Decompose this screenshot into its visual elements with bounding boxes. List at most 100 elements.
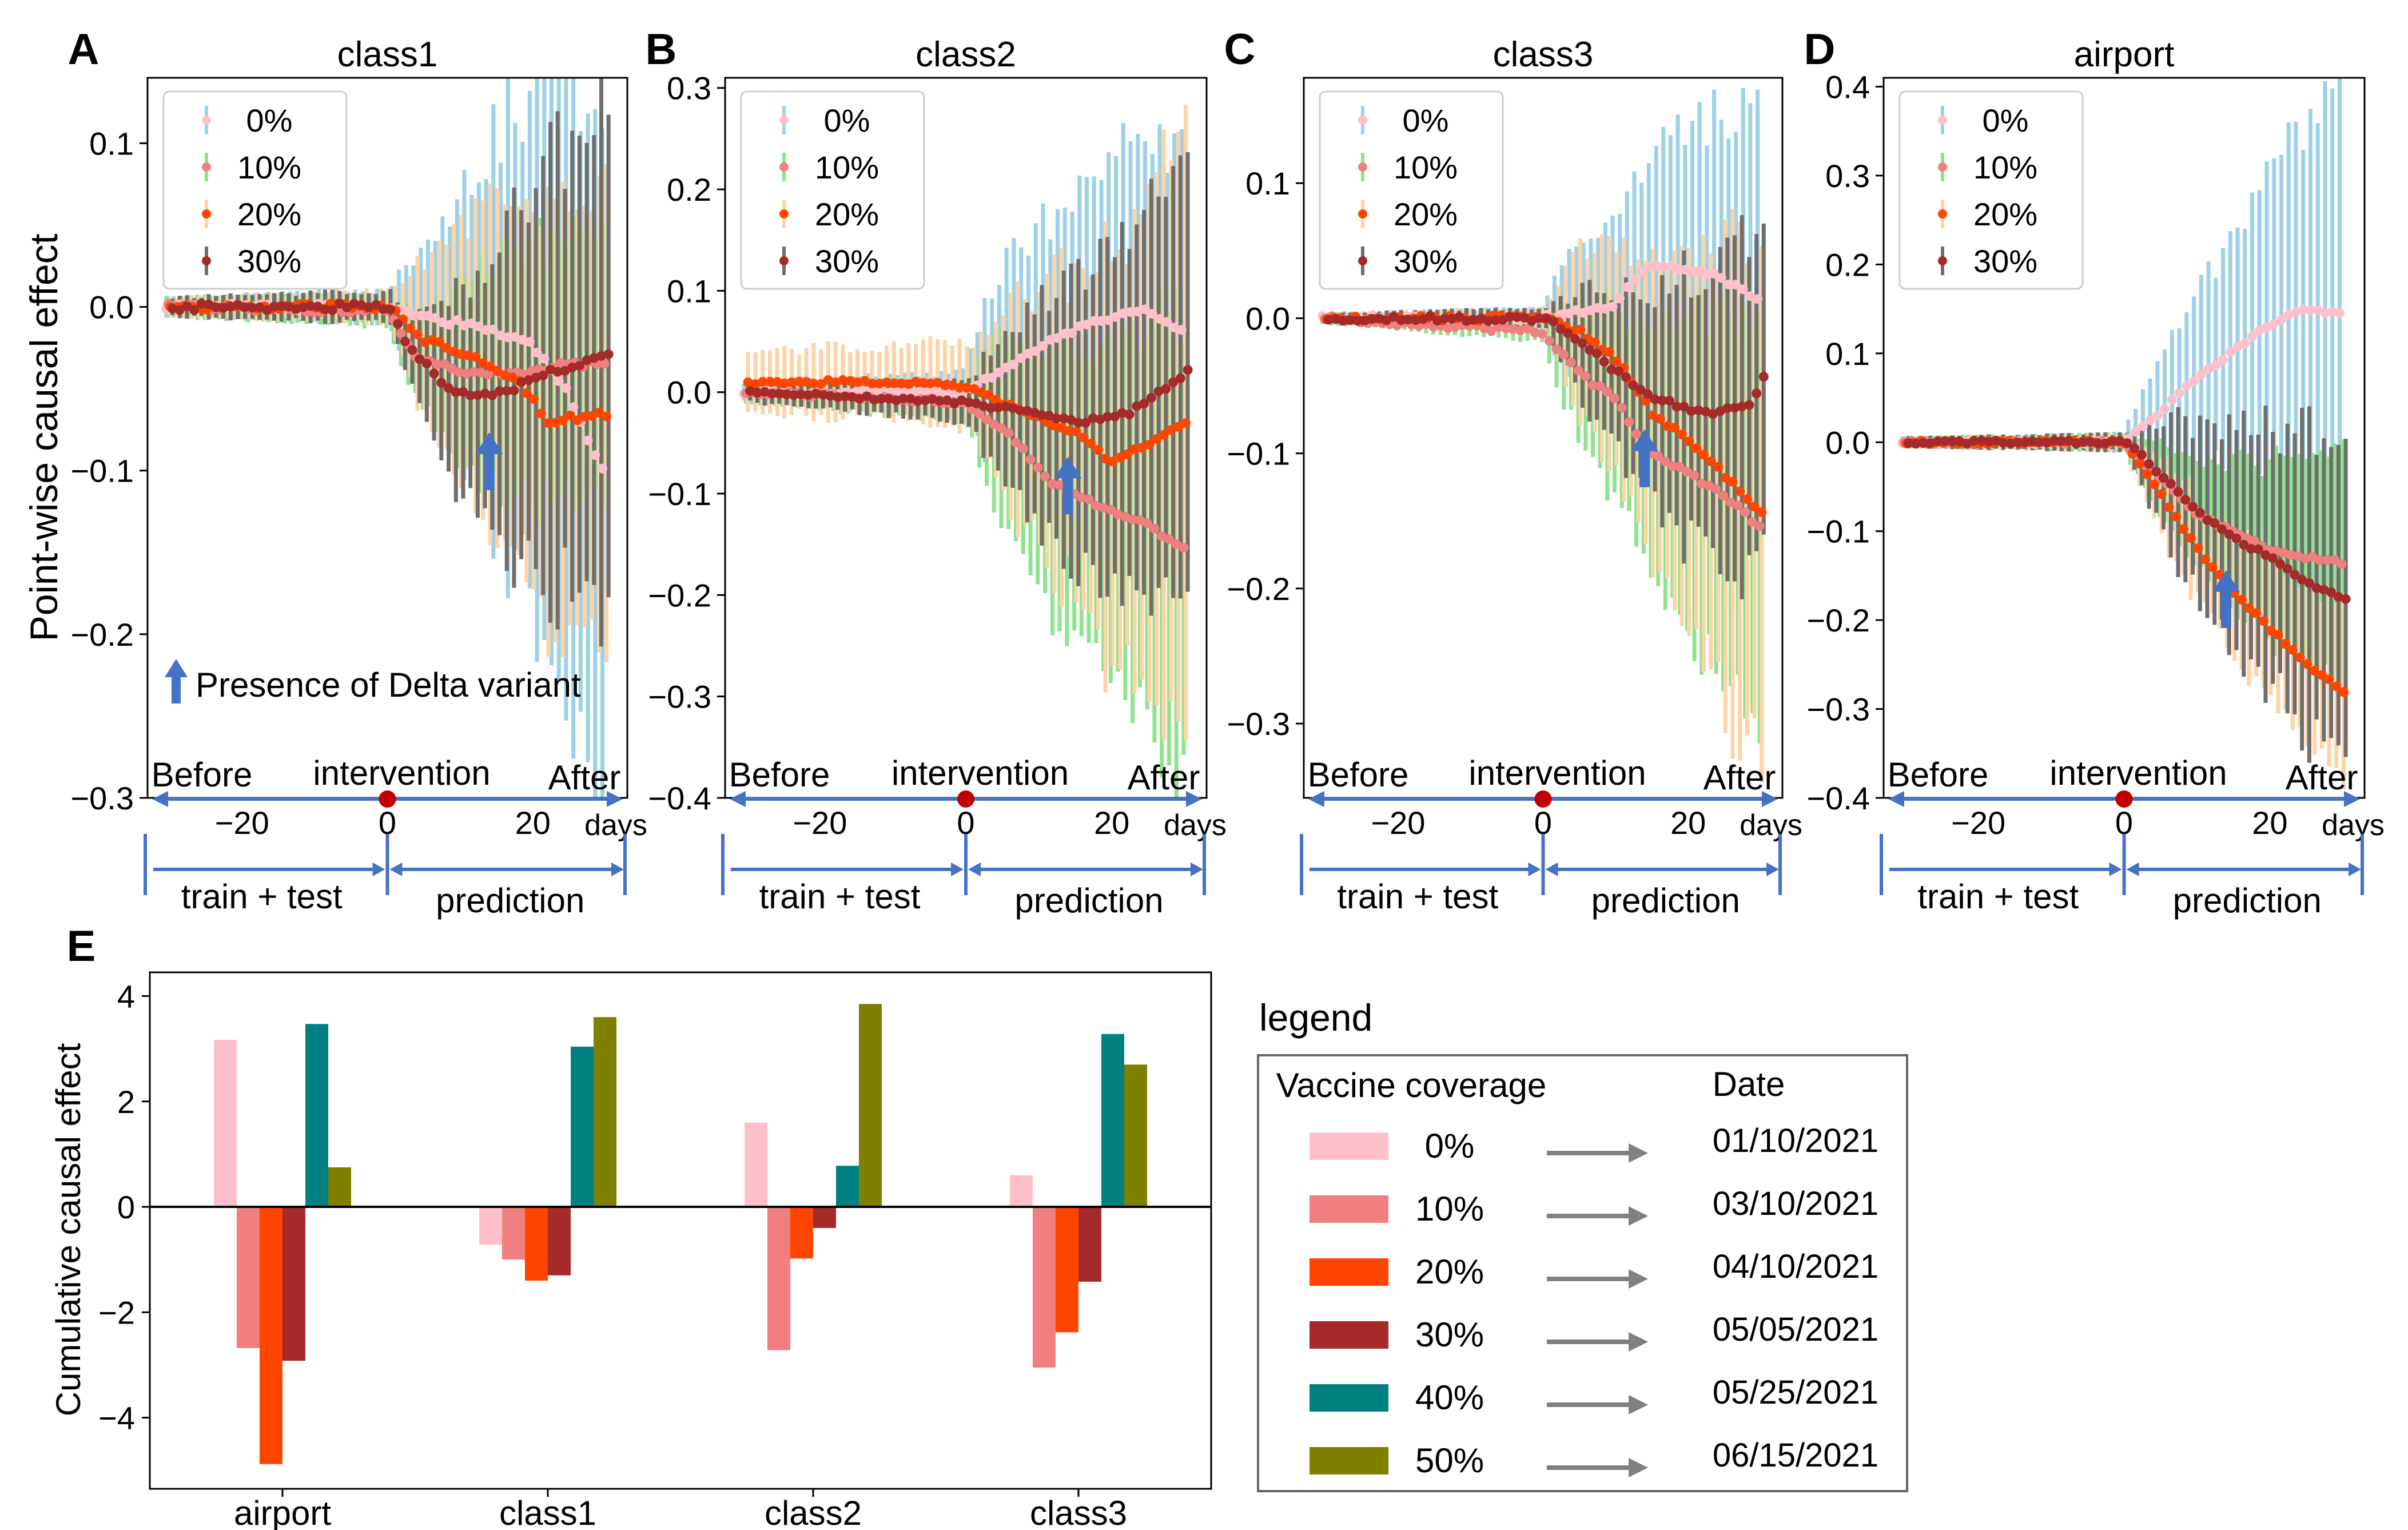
data-point bbox=[991, 395, 1001, 405]
data-point bbox=[2302, 659, 2313, 669]
data-point bbox=[1008, 403, 1018, 413]
data-point bbox=[1418, 314, 1428, 324]
data-point bbox=[1670, 423, 1680, 433]
data-point bbox=[1655, 414, 1665, 424]
data-point bbox=[1403, 315, 1414, 325]
data-point bbox=[1537, 329, 1547, 339]
data-point bbox=[962, 383, 972, 393]
legend-point-swatch bbox=[1938, 162, 1947, 172]
data-point bbox=[305, 301, 316, 311]
bar-class3-10pct bbox=[1033, 1207, 1056, 1368]
data-point bbox=[1071, 427, 1081, 437]
data-point bbox=[2107, 436, 2118, 446]
data-point bbox=[758, 377, 768, 387]
data-point bbox=[1500, 323, 1511, 333]
data-point bbox=[2269, 319, 2279, 329]
data-point bbox=[488, 324, 499, 335]
data-point bbox=[1140, 304, 1151, 315]
data-point bbox=[752, 388, 762, 398]
data-point bbox=[1483, 316, 1493, 326]
data-point bbox=[1635, 384, 1646, 395]
bracket-arrow-icon bbox=[611, 863, 624, 876]
data-point bbox=[473, 321, 484, 332]
data-point bbox=[981, 414, 992, 424]
data-point bbox=[1052, 333, 1062, 343]
data-point bbox=[1118, 308, 1128, 319]
data-point bbox=[1615, 293, 1625, 304]
timeline-right-arrow-icon bbox=[1186, 791, 1202, 807]
data-point bbox=[444, 383, 454, 394]
data-point bbox=[2253, 544, 2263, 554]
data-point bbox=[2173, 487, 2183, 497]
y-tick-label: 0.0 bbox=[1245, 300, 1290, 336]
legend-box bbox=[1319, 90, 1504, 290]
data-point bbox=[481, 325, 491, 335]
data-point bbox=[1129, 444, 1140, 454]
data-point bbox=[598, 463, 608, 474]
data-point bbox=[743, 377, 753, 387]
bracket-arrow-icon bbox=[1545, 863, 1558, 876]
legend-label: 30% bbox=[815, 243, 879, 279]
y-tick-label: 0.1 bbox=[89, 125, 134, 161]
data-point bbox=[1911, 439, 1921, 449]
legend-point-swatch bbox=[1938, 209, 1947, 218]
data-point bbox=[2268, 553, 2278, 563]
legend-point-swatch bbox=[202, 162, 211, 172]
legend-swatch-50pct bbox=[1310, 1447, 1388, 1475]
data-point bbox=[1091, 500, 1101, 511]
data-point bbox=[483, 369, 493, 380]
data-point bbox=[2236, 595, 2247, 605]
delta-arrow-shaft bbox=[484, 451, 495, 490]
data-point bbox=[565, 410, 575, 420]
data-point bbox=[1439, 313, 1450, 324]
data-point bbox=[429, 368, 439, 379]
data-point bbox=[1664, 395, 1674, 406]
cumulative-ylabel: Cumulative causal effect bbox=[49, 1043, 87, 1416]
data-point bbox=[189, 305, 200, 315]
panel-title: airport bbox=[2074, 35, 2175, 74]
data-point bbox=[1555, 324, 1566, 334]
timeline-intervention-label: intervention bbox=[1468, 754, 1646, 792]
y-tick-label: −0.3 bbox=[70, 780, 134, 816]
data-point bbox=[2131, 427, 2141, 437]
legend-swatch-0pct bbox=[1310, 1132, 1388, 1160]
data-point bbox=[2195, 508, 2205, 518]
data-point bbox=[1585, 345, 1595, 355]
data-point bbox=[1604, 347, 1614, 357]
data-point bbox=[2159, 472, 2169, 483]
bar-class1-30pct bbox=[548, 1207, 571, 1275]
data-point bbox=[767, 388, 777, 399]
data-point bbox=[2167, 395, 2177, 405]
data-point bbox=[947, 380, 957, 391]
data-point bbox=[1918, 438, 1928, 448]
data-point bbox=[910, 376, 921, 387]
data-point bbox=[1687, 267, 1697, 277]
data-point bbox=[1367, 314, 1377, 324]
data-point bbox=[1617, 403, 1627, 413]
delta-arrow-head bbox=[1631, 429, 1659, 451]
data-point bbox=[1037, 410, 1047, 420]
data-point bbox=[876, 394, 886, 404]
data-point bbox=[2210, 518, 2220, 528]
data-point bbox=[291, 304, 301, 314]
data-point bbox=[830, 377, 841, 388]
bar-class2-0pct bbox=[745, 1122, 767, 1207]
data-point bbox=[1144, 439, 1155, 450]
data-point bbox=[1599, 356, 1609, 367]
data-point bbox=[247, 303, 257, 313]
data-point bbox=[1076, 492, 1086, 503]
data-point bbox=[933, 377, 943, 388]
data-point bbox=[847, 392, 857, 402]
intervention-marker bbox=[957, 790, 974, 808]
data-point bbox=[1040, 471, 1050, 482]
data-point bbox=[1728, 476, 1738, 487]
errorbars-20pct bbox=[1904, 432, 2346, 789]
data-point bbox=[2231, 533, 2242, 543]
data-point bbox=[1724, 279, 1734, 289]
data-point bbox=[2290, 570, 2300, 580]
data-point bbox=[1093, 445, 1103, 455]
data-point bbox=[1100, 454, 1111, 464]
data-point bbox=[1009, 359, 1019, 369]
bracket-arrow-icon bbox=[968, 863, 981, 876]
x-tick-label: −20 bbox=[793, 805, 847, 841]
